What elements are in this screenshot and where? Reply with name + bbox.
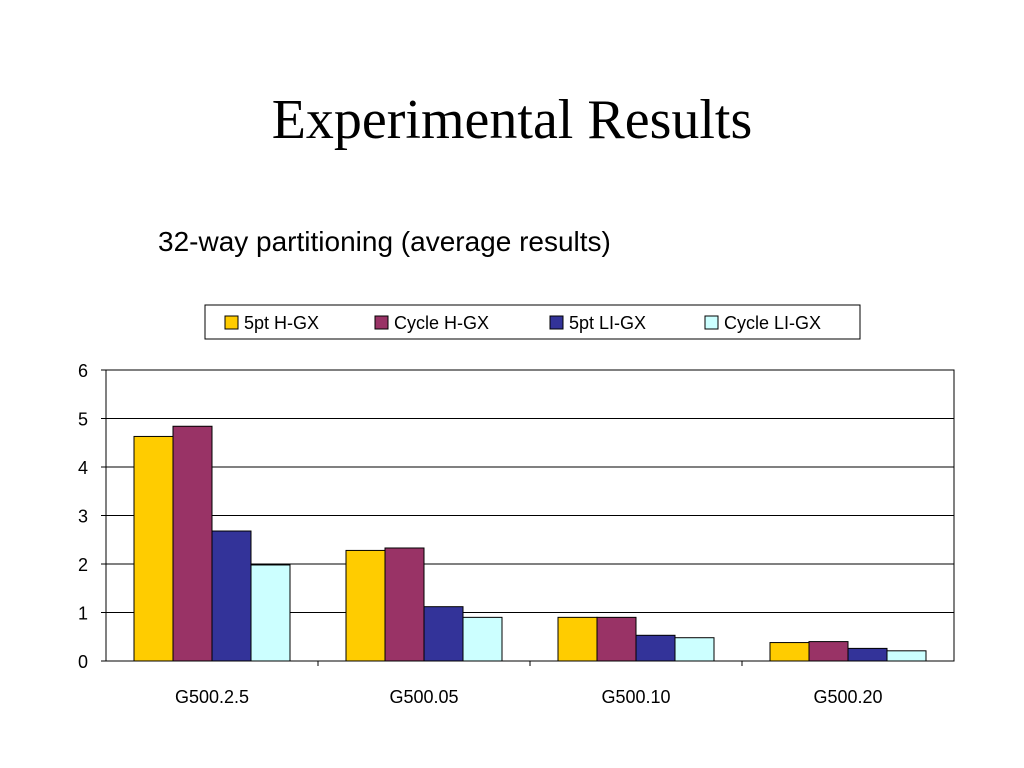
legend-swatch xyxy=(704,315,719,330)
bar-5pt-li-gx xyxy=(423,606,464,662)
y-tick-label: 5 xyxy=(78,410,88,430)
y-tick-label: 1 xyxy=(78,604,88,624)
bar-5pt-li-gx xyxy=(211,530,252,662)
chart-subtitle: 32-way partitioning (average results) xyxy=(158,226,611,257)
bar-cycle-h-gx xyxy=(172,425,213,662)
x-tick-label: G500.05 xyxy=(389,687,458,707)
y-tick-label: 4 xyxy=(78,458,88,478)
y-tick-label: 3 xyxy=(78,507,88,527)
bar-cycle-h-gx xyxy=(808,641,849,662)
legend-box xyxy=(204,304,861,340)
x-tick-label: G500.20 xyxy=(813,687,882,707)
bar-cycle-li-gx xyxy=(250,564,291,662)
bar-5pt-li-gx xyxy=(847,647,888,662)
bar-5pt-li-gx xyxy=(635,634,676,662)
legend-label: 5pt LI-GX xyxy=(569,313,646,333)
bar-cycle-li-gx xyxy=(462,616,503,662)
bar-5pt-h-gx xyxy=(769,642,810,662)
legend-label: 5pt H-GX xyxy=(244,313,319,333)
y-tick-label: 6 xyxy=(78,361,88,381)
legend-swatch xyxy=(374,315,389,330)
legend-swatch xyxy=(224,315,239,330)
legend-label: Cycle H-GX xyxy=(394,313,489,333)
y-tick-label: 2 xyxy=(78,555,88,575)
y-tick-label: 0 xyxy=(78,652,88,672)
bar-cycle-h-gx xyxy=(384,547,425,662)
legend-label: Cycle LI-GX xyxy=(724,313,821,333)
bar-5pt-h-gx xyxy=(345,549,386,662)
bar-cycle-h-gx xyxy=(596,616,637,662)
bar-cycle-li-gx xyxy=(674,637,715,662)
bar-5pt-h-gx xyxy=(557,616,598,662)
plot-area: 0 1 2 3 4 5 6 G500.2.5 G500.05 G500.10 G500.20 xyxy=(78,361,955,707)
slide-title: Experimental Results xyxy=(271,89,753,151)
bar-cycle-li-gx xyxy=(886,650,927,662)
bar-5pt-h-gx xyxy=(133,435,174,662)
legend-swatch xyxy=(549,315,564,330)
x-tick-label: G500.10 xyxy=(601,687,670,707)
chart-legend: 5pt H-GX Cycle H-GX 5pt LI-GX Cycle LI-GX xyxy=(204,304,861,340)
x-tick-label: G500.2.5 xyxy=(175,687,249,707)
